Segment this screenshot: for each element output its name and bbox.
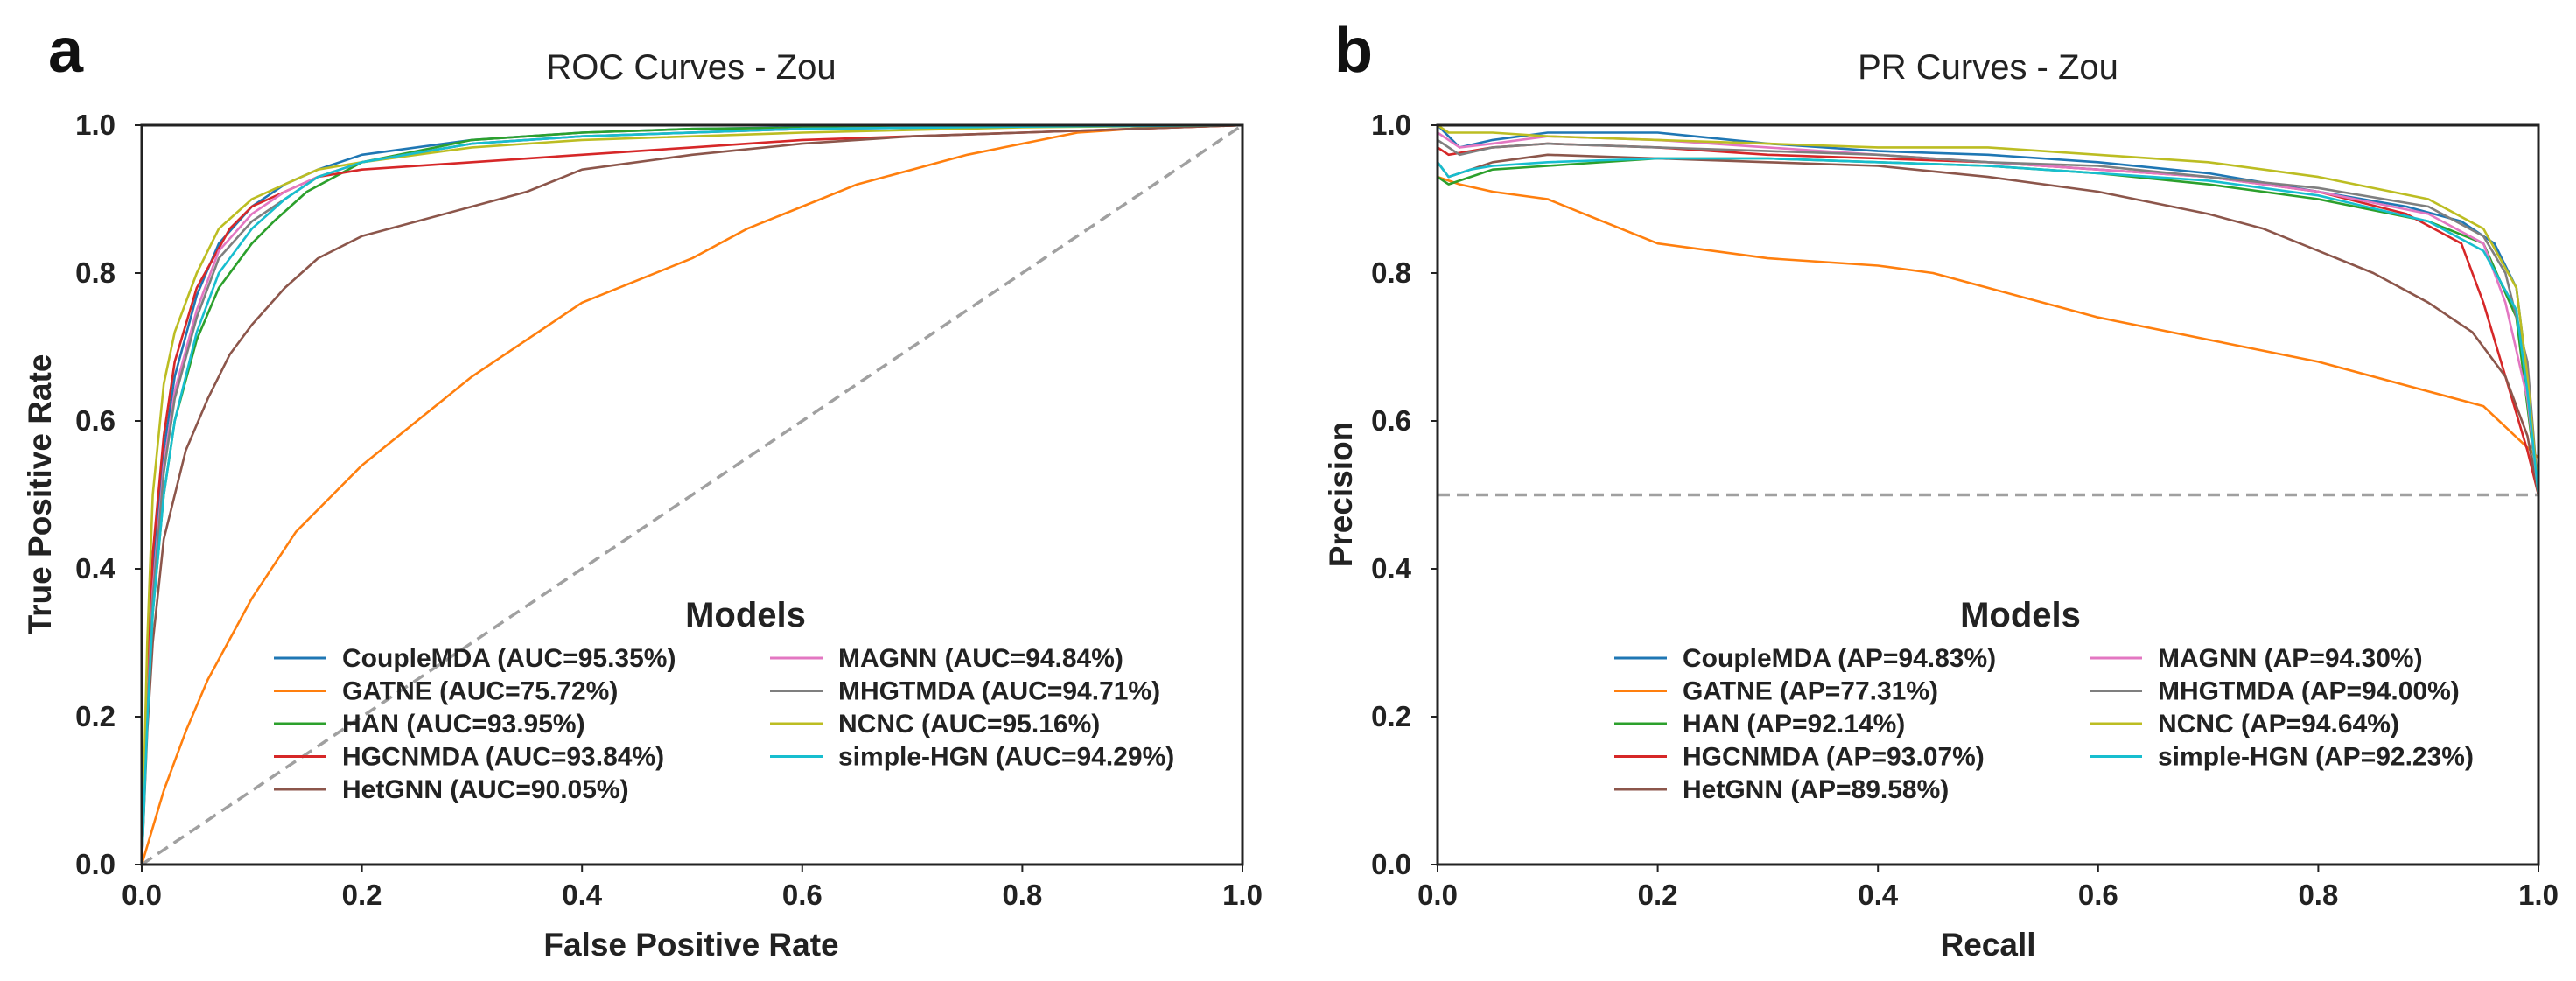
roc-series-hetgnn — [142, 125, 1242, 865]
roc-legend-label-han: HAN (AUC=93.95%) — [342, 710, 585, 739]
roc-legend-title: Models — [685, 596, 806, 634]
pr-title: PR Curves - Zou — [1858, 48, 2118, 87]
roc-series-gatne — [142, 125, 1242, 865]
pr-series-magnn — [1438, 131, 2538, 495]
pr-x-tick-label: 1.0 — [2518, 879, 2558, 911]
pr-legend-label-hetgnn: HetGNN (AP=89.58%) — [1683, 775, 1949, 804]
roc-y-tick-label: 0.8 — [75, 256, 116, 289]
roc-y-tick-label: 1.0 — [75, 109, 116, 141]
pr-legend-label-gatne: GATNE (AP=77.31%) — [1683, 677, 1938, 706]
roc-y-axis-label: True Positive Rate — [22, 354, 58, 635]
roc-x-tick-label: 0.0 — [122, 879, 162, 911]
roc-y-tick-label: 0.2 — [75, 700, 116, 732]
roc-legend-label-gatne: GATNE (AUC=75.72%) — [342, 677, 618, 706]
roc-legend: Models CoupleMDA (AUC=95.35%) GATNE (AUC=… — [274, 596, 1174, 804]
roc-x-tick-label: 0.4 — [562, 879, 603, 911]
roc-y-tick-label: 0.0 — [75, 848, 116, 880]
roc-x-axis-label: False Positive Rate — [543, 927, 838, 963]
pr-legend-label-ncnc: NCNC (AP=94.64%) — [2158, 710, 2399, 739]
pr-x-tick-label: 0.8 — [2298, 879, 2338, 911]
pr-y-tick-label: 0.4 — [1371, 552, 1412, 585]
pr-y-tick-label: 0.6 — [1371, 404, 1411, 437]
roc-x-tick-label: 1.0 — [1222, 879, 1263, 911]
pr-legend-label-mhgtmda: MHGTMDA (AP=94.00%) — [2158, 677, 2460, 706]
roc-x-tick-label: 0.8 — [1002, 879, 1042, 911]
pr-legend-label-han: HAN (AP=92.14%) — [1683, 710, 1905, 739]
roc-series-simple-hgn — [142, 125, 1242, 865]
pr-series-couplemda — [1438, 125, 2538, 495]
pr-x-axis-label: Recall — [1940, 927, 2035, 963]
pr-y-axis-label: Precision — [1323, 422, 1359, 568]
pr-x-tick-label: 0.6 — [2078, 879, 2118, 911]
roc-axes-frame — [140, 123, 1244, 866]
pr-series-hetgnn — [1438, 153, 2538, 495]
pr-y-tick-label: 0.2 — [1371, 700, 1411, 732]
roc-ticks: 0.0 0.2 0.4 0.6 0.8 1.0 0.0 0.2 0.4 0.6 0.8 1.0 — [75, 109, 1263, 911]
roc-y-tick-label: 0.4 — [75, 552, 116, 585]
roc-x-tick-label: 0.6 — [782, 879, 822, 911]
pr-plot-area — [1438, 125, 2538, 497]
panel-letter-b: b — [1334, 16, 1373, 86]
roc-legend-label-magnn: MAGNN (AUC=94.84%) — [838, 644, 1124, 673]
pr-series-mhgtmda — [1438, 138, 2538, 495]
pr-axes-frame — [1436, 123, 2540, 866]
pr-y-tick-label: 0.0 — [1371, 848, 1411, 880]
roc-series-ncnc — [142, 125, 1242, 865]
pr-legend-label-couplemda: CoupleMDA (AP=94.83%) — [1683, 644, 1996, 673]
pr-series-simple-hgn — [1438, 157, 2538, 495]
pr-legend-label-magnn: MAGNN (AP=94.30%) — [2158, 644, 2423, 673]
roc-panel: a ROC Curves - Zou False Positive Rate T… — [22, 16, 1263, 963]
roc-x-tick-label: 0.2 — [342, 879, 382, 911]
roc-legend-label-mhgtmda: MHGTMDA (AUC=94.71%) — [838, 677, 1160, 706]
roc-legend-label-hetgnn: HetGNN (AUC=90.05%) — [342, 775, 629, 804]
roc-legend-label-couplemda: CoupleMDA (AUC=95.35%) — [342, 644, 676, 673]
roc-plot-area — [142, 125, 1242, 865]
pr-x-tick-label: 0.2 — [1638, 879, 1678, 911]
roc-legend-label-simple-hgn: simple-HGN (AUC=94.29%) — [838, 743, 1174, 772]
pr-legend-label-simple-hgn: simple-HGN (AP=92.23%) — [2158, 743, 2474, 772]
pr-panel: b PR Curves - Zou Recall Precision 0.0 0.… — [1323, 16, 2558, 963]
roc-reference-line — [142, 125, 1242, 865]
pr-y-tick-label: 0.8 — [1371, 256, 1411, 289]
roc-legend-label-ncnc: NCNC (AUC=95.16%) — [838, 710, 1100, 739]
pr-legend-label-hgcnmda: HGCNMDA (AP=93.07%) — [1683, 743, 1984, 772]
pr-y-tick-label: 1.0 — [1371, 109, 1411, 141]
pr-x-tick-label: 0.4 — [1858, 879, 1899, 911]
roc-legend-label-hgcnmda: HGCNMDA (AUC=93.84%) — [342, 743, 664, 772]
panel-letter-a: a — [48, 16, 84, 86]
pr-ticks: 0.0 0.2 0.4 0.6 0.8 1.0 0.0 0.2 0.4 0.6 0.8 1.0 — [1371, 109, 2558, 911]
pr-series-gatne — [1438, 175, 2538, 459]
roc-y-tick-label: 0.6 — [75, 404, 116, 437]
pr-x-tick-label: 0.0 — [1418, 879, 1458, 911]
pr-legend: Models CoupleMDA (AP=94.83%) GATNE (AP=77… — [1614, 596, 2474, 804]
pr-legend-title: Models — [1960, 596, 2081, 634]
pr-series-ncnc — [1438, 125, 2538, 495]
roc-title: ROC Curves - Zou — [546, 48, 836, 87]
